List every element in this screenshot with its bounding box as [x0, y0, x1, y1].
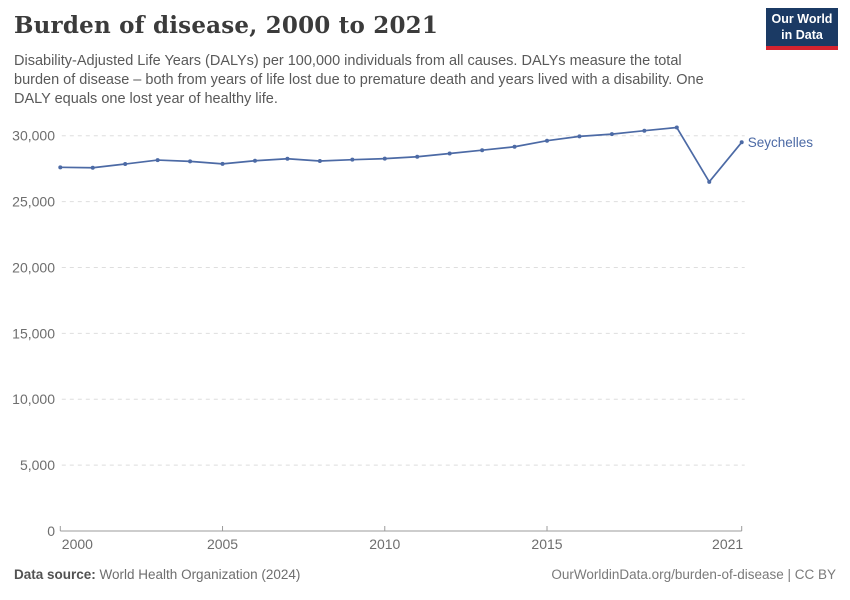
x-axis-tick-label: 2015 [531, 536, 562, 552]
y-axis-tick-label: 15,000 [12, 325, 55, 341]
data-source: Data source: World Health Organization (… [14, 567, 300, 582]
data-point [90, 165, 95, 170]
data-point [447, 151, 452, 156]
y-axis-tick-label: 20,000 [12, 259, 55, 275]
y-axis-tick-label: 5,000 [20, 457, 55, 473]
data-point [707, 179, 712, 184]
x-axis-tick-label: 2021 [712, 536, 743, 552]
owid-logo-line1: Our World [771, 12, 833, 26]
data-point [674, 125, 679, 130]
data-point [317, 158, 322, 163]
data-point [285, 156, 290, 161]
data-point [739, 140, 744, 145]
data-point [545, 138, 550, 143]
owid-logo[interactable]: Our World in Data [766, 8, 838, 50]
line-chart: 0 5,000 10,000 15,000 20,000 25,000 30,000 2000… [12, 125, 814, 552]
series-line [60, 126, 743, 183]
data-point [220, 161, 225, 166]
data-source-value: World Health Organization (2024) [99, 567, 301, 582]
chart-footer: Data source: World Health Organization (… [14, 567, 836, 582]
data-point [642, 128, 647, 133]
data-point [123, 162, 128, 167]
owid-logo-line2: in Data [781, 27, 823, 42]
data-point [188, 159, 193, 164]
series-entity-label: Seychelles [748, 135, 814, 150]
x-axis-tick-label: 2000 [62, 536, 93, 552]
data-point [577, 134, 582, 139]
y-axis-tick-label: 25,000 [12, 194, 55, 210]
data-point [382, 156, 387, 161]
x-axis-tick-label: 2005 [207, 536, 238, 552]
y-axis-tick-label: 10,000 [12, 391, 55, 407]
page-title: Burden of disease, 2000 to 2021 [14, 12, 439, 39]
data-point [350, 157, 355, 162]
data-point [252, 158, 257, 163]
data-point [58, 165, 63, 170]
y-axis-tick-label: 0 [47, 523, 55, 539]
data-point [415, 154, 420, 159]
data-point [155, 158, 160, 163]
data-point [512, 144, 517, 149]
credit-link[interactable]: OurWorldinData.org/burden-of-disease | C… [551, 567, 836, 582]
x-axis-tick-label: 2010 [369, 536, 400, 552]
y-axis-tick-label: 30,000 [12, 128, 55, 144]
data-point [609, 132, 614, 137]
chart-subtitle: Disability-Adjusted Life Years (DALYs) p… [14, 53, 704, 107]
data-point [480, 148, 485, 153]
data-source-label: Data source: [14, 567, 100, 582]
